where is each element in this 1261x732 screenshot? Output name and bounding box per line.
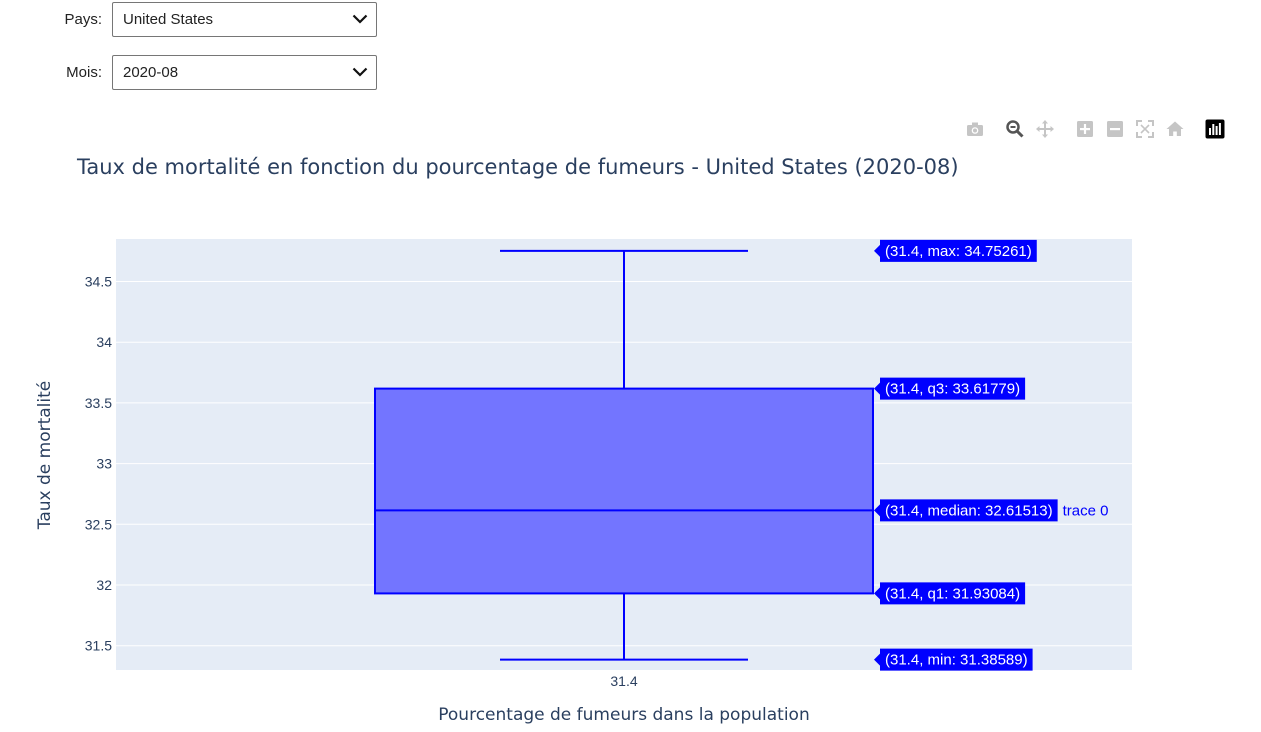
y-tick-label: 31.5 [85,638,112,654]
hover-label-q3: (31.4, q3: 33.61779) [874,377,1026,400]
y-axis-ticks: 31.5 32 32.5 33 33.5 34 34.5 [85,273,112,653]
y-tick-label: 33.5 [85,395,112,411]
chevron-down-icon [352,67,368,77]
hover-label-bg [874,582,1026,605]
x-tick-label: 31.4 [610,673,637,689]
month-select-value: 2020-08 [123,63,179,81]
hover-label-text: (31.4, q1: 31.93084) [885,585,1020,602]
hover-label-text: (31.4, max: 34.75261) [885,243,1032,260]
autoscale-icon[interactable] [1133,117,1157,141]
month-label: Mois: [66,63,102,81]
zoom-in-icon[interactable] [1073,117,1097,141]
trace-name-label: trace 0 [1063,502,1109,519]
hover-label-text: (31.4, min: 31.38589) [885,652,1028,669]
hover-label-median: (31.4, median: 32.61513) trace 0 [874,499,1109,522]
hover-label-text: (31.4, q3: 33.61779) [885,381,1020,398]
x-axis-title: Pourcentage de fumeurs dans la populatio… [438,705,809,725]
hover-label-bg [874,377,1026,400]
pan-icon[interactable] [1033,117,1057,141]
y-axis-title: Taux de mortalité [35,381,55,530]
plotly-logo-icon[interactable] [1203,117,1227,141]
box-trace[interactable] [374,249,874,661]
hover-labels: (31.4, max: 34.75261) (31.4, q3: 33.61779… [874,239,1109,671]
y-tick-label: 32 [96,577,112,593]
country-label: Pays: [64,10,102,28]
hover-label-min: (31.4, min: 31.38589) [874,648,1033,671]
zoom-icon[interactable] [1003,117,1027,141]
reset-axes-icon[interactable] [1163,117,1187,141]
y-tick-label: 34.5 [85,273,112,289]
hover-label-q1: (31.4, q1: 31.93084) [874,582,1026,605]
chart-title: Taux de mortalité en fonction du pourcen… [77,155,959,179]
chevron-down-icon [352,14,368,24]
y-tick-label: 34 [96,334,112,350]
hover-label-bg [874,648,1033,671]
country-select-value: United States [123,10,214,28]
hover-label-text: (31.4, median: 32.61513) [885,502,1053,519]
camera-icon[interactable] [963,117,987,141]
hover-label-bg [874,239,1037,262]
y-tick-label: 32.5 [85,516,112,532]
month-select[interactable]: 2020-08 [112,54,377,90]
hover-label-max: (31.4, max: 34.75261) [874,239,1037,262]
iqr-box [374,387,874,595]
month-control: Mois: 2020-08 [0,54,377,90]
y-tick-label: 33 [96,456,112,472]
country-control: Pays: United States [0,1,377,37]
zoom-out-icon[interactable] [1103,117,1127,141]
hover-label-bg [874,499,1058,522]
country-select[interactable]: United States [112,1,377,37]
